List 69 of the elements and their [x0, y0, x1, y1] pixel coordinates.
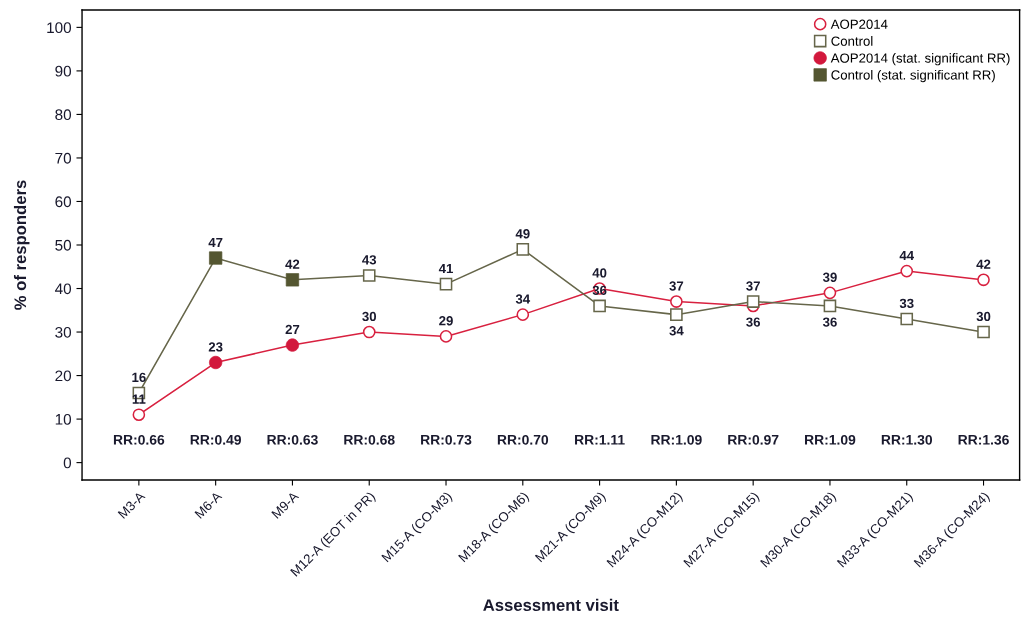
data-label: 29	[439, 316, 453, 326]
data-label: 34	[669, 326, 684, 336]
annotation: RR:1.36	[958, 434, 1009, 445]
data-label: 27	[285, 324, 300, 335]
annotation: RR:0.49	[190, 434, 241, 445]
annotation: RR:0.97	[728, 434, 779, 445]
annotation: RR:1.09	[651, 434, 702, 445]
data-label: 40	[592, 268, 607, 278]
data-label: 42	[976, 259, 991, 269]
y-tick-label: 20	[55, 370, 72, 382]
point	[439, 277, 453, 291]
point	[900, 312, 914, 326]
point	[516, 308, 530, 321]
x-axis-title: Assessment visit	[483, 598, 619, 612]
y-tick-label: 100	[47, 22, 72, 34]
data-label: 39	[822, 272, 837, 282]
data-label: 42	[285, 259, 300, 269]
annotation: RR:0.73	[421, 434, 472, 445]
point	[823, 299, 837, 313]
annotation: RR:1.30	[881, 434, 933, 445]
y-tick-label: 60	[55, 196, 72, 208]
point	[439, 330, 453, 343]
data-label: 37	[669, 281, 684, 291]
y-tick-label: 90	[55, 65, 72, 77]
point	[132, 408, 146, 422]
point	[900, 264, 914, 278]
data-label: 41	[438, 264, 453, 274]
data-label: 47	[208, 237, 223, 247]
data-label: 44	[899, 250, 915, 261]
point	[362, 325, 376, 339]
point	[362, 269, 376, 282]
legend-label: Control (stat. significant RR)	[831, 69, 995, 83]
y-tick-label: 40	[54, 283, 72, 295]
legend-label: AOP2014 (stat. significant RR)	[830, 53, 1010, 66]
point	[977, 325, 990, 339]
legend-label: AOP2014	[830, 19, 888, 29]
data-label: 30	[976, 311, 991, 322]
y-tick-label: 50	[55, 239, 72, 251]
annotation: RR:1.11	[575, 435, 625, 445]
data-label: 36	[746, 317, 761, 327]
point	[977, 273, 990, 287]
y-tick-label: 30	[55, 326, 72, 338]
data-label: 49	[515, 229, 530, 239]
data-label: 34	[515, 294, 531, 304]
annotation: RR:0.70	[497, 434, 549, 445]
annotation: RR:0.66	[113, 434, 165, 445]
point	[746, 295, 760, 308]
data-label: 37	[746, 281, 760, 291]
point	[823, 286, 837, 300]
annotation: RR:0.68	[344, 434, 395, 445]
data-label: 36	[822, 317, 837, 327]
data-label: 23	[208, 342, 223, 352]
point	[516, 243, 530, 256]
point	[670, 295, 683, 308]
legend-label: Control	[831, 36, 873, 46]
point	[209, 251, 223, 265]
y-tick-label: 10	[55, 413, 72, 425]
y-tick-label: 70	[55, 152, 72, 164]
data-label: 43	[362, 255, 377, 265]
point	[593, 299, 606, 313]
data-label: 33	[899, 298, 914, 309]
data-label: 16	[132, 372, 146, 383]
y-tick-label: 80	[55, 109, 72, 121]
annotation: RR:0.63	[267, 434, 318, 445]
data-label: 30	[362, 311, 377, 322]
y-tick-label: 0	[63, 457, 72, 469]
point	[670, 308, 683, 321]
y-axis-title: % of responders	[13, 180, 30, 310]
annotation: RR:1.09	[805, 434, 856, 445]
